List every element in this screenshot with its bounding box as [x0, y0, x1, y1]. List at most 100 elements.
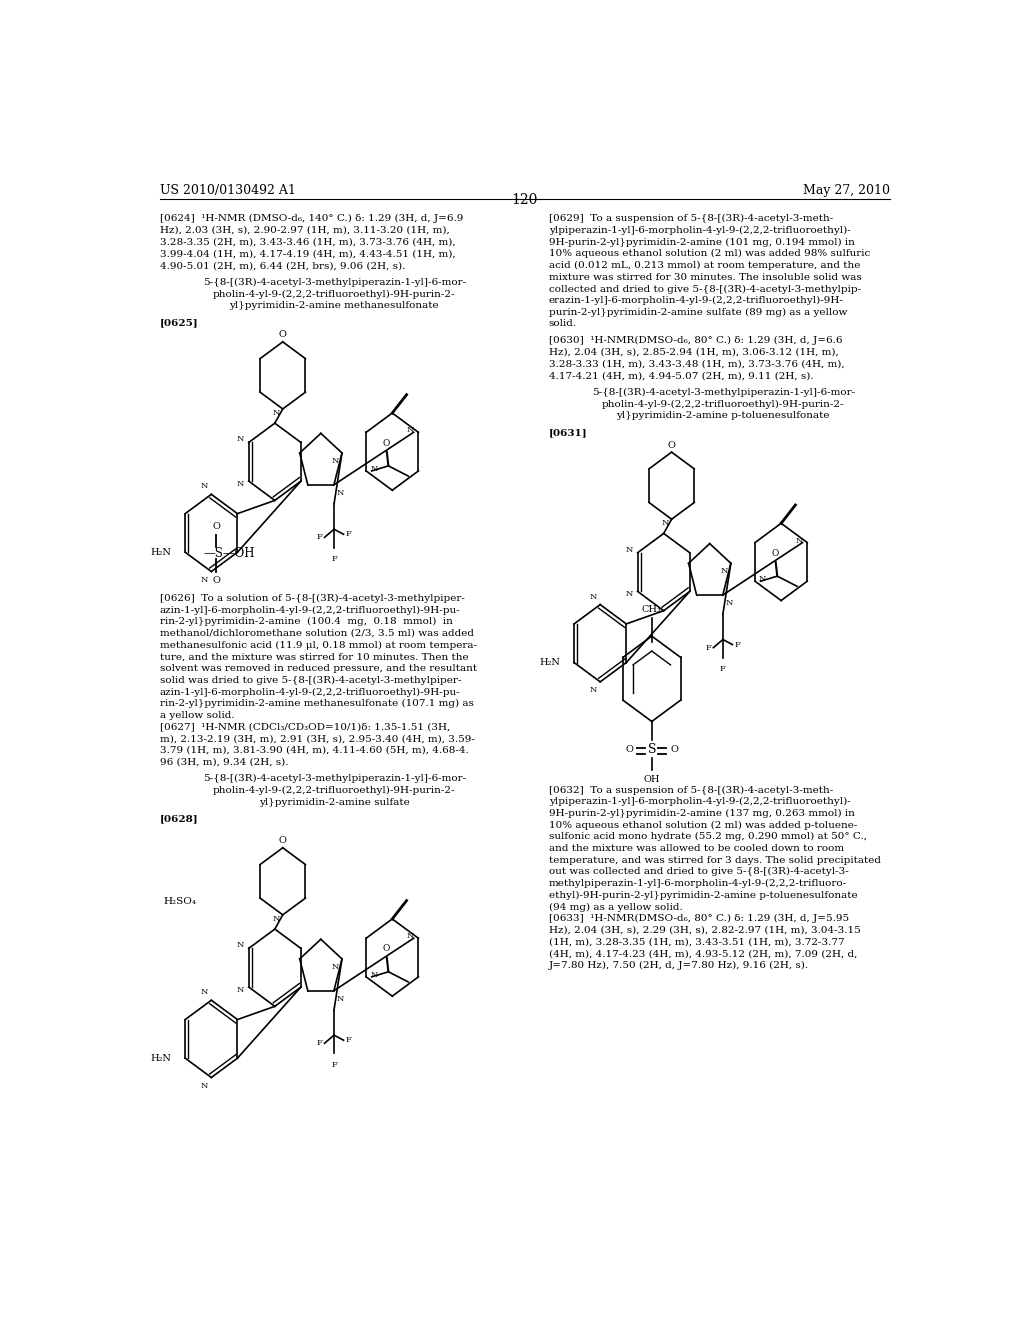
Text: solvent was removed in reduced pressure, and the resultant: solvent was removed in reduced pressure,… [160, 664, 477, 673]
Text: O: O [626, 746, 634, 755]
Text: O: O [668, 441, 676, 450]
Text: m), 2.13-2.19 (3H, m), 2.91 (3H, s), 2.95-3.40 (4H, m), 3.59-: m), 2.13-2.19 (3H, m), 2.91 (3H, s), 2.9… [160, 734, 474, 743]
Text: N: N [201, 989, 208, 997]
Text: pholin-4-yl-9-(2,2,2-trifluoroethyl)-9H-purin-2-: pholin-4-yl-9-(2,2,2-trifluoroethyl)-9H-… [602, 400, 845, 409]
Text: 3.28-3.35 (2H, m), 3.43-3.46 (1H, m), 3.73-3.76 (4H, m),: 3.28-3.35 (2H, m), 3.43-3.46 (1H, m), 3.… [160, 238, 456, 247]
Text: [0625]: [0625] [160, 318, 199, 327]
Text: N: N [662, 519, 669, 528]
Text: mixture was stirred for 30 minutes. The insoluble solid was: mixture was stirred for 30 minutes. The … [549, 273, 861, 281]
Text: rin-2-yl}pyrimidin-2-amine methanesulfonate (107.1 mg) as: rin-2-yl}pyrimidin-2-amine methanesulfon… [160, 700, 474, 709]
Text: methanesulfonic acid (11.9 μl, 0.18 mmol) at room tempera-: methanesulfonic acid (11.9 μl, 0.18 mmol… [160, 640, 477, 649]
Text: ylpiperazin-1-yl]-6-morpholin-4-yl-9-(2,2,2-trifluoroethyl)-: ylpiperazin-1-yl]-6-morpholin-4-yl-9-(2,… [549, 797, 850, 807]
Text: [0624]  ¹H-NMR (DMSO-d₆, 140° C.) δ: 1.29 (3H, d, J=6.9: [0624] ¹H-NMR (DMSO-d₆, 140° C.) δ: 1.29… [160, 214, 463, 223]
Text: H₂N: H₂N [151, 548, 171, 557]
Text: [0631]: [0631] [549, 428, 587, 437]
Text: N: N [272, 409, 281, 417]
Text: O: O [279, 330, 287, 339]
Text: N: N [725, 599, 732, 607]
Text: erazin-1-yl]-6-morpholin-4-yl-9-(2,2,2-trifluoroethyl)-9H-: erazin-1-yl]-6-morpholin-4-yl-9-(2,2,2-t… [549, 296, 844, 305]
Text: N: N [370, 970, 378, 979]
Text: S: S [647, 743, 656, 756]
Text: solid.: solid. [549, 319, 577, 329]
Text: F: F [734, 640, 740, 648]
Text: N: N [332, 457, 339, 465]
Text: O: O [279, 836, 287, 845]
Text: N: N [796, 536, 803, 545]
Text: 4.17-4.21 (4H, m), 4.94-5.07 (2H, m), 9.11 (2H, s).: 4.17-4.21 (4H, m), 4.94-5.07 (2H, m), 9.… [549, 371, 813, 380]
Text: May 27, 2010: May 27, 2010 [803, 183, 890, 197]
Text: ture, and the mixture was stirred for 10 minutes. Then the: ture, and the mixture was stirred for 10… [160, 652, 468, 661]
Text: 96 (3H, m), 9.34 (2H, s).: 96 (3H, m), 9.34 (2H, s). [160, 758, 288, 767]
Text: O: O [212, 576, 220, 585]
Text: N: N [332, 964, 339, 972]
Text: F: F [345, 531, 351, 539]
Text: methanol/dichloromethane solution (2/3, 3.5 ml) was added: methanol/dichloromethane solution (2/3, … [160, 630, 474, 638]
Text: [0632]  To a suspension of 5-{8-[(3R)-4-acetyl-3-meth-: [0632] To a suspension of 5-{8-[(3R)-4-a… [549, 785, 833, 795]
Text: and the mixture was allowed to be cooled down to room: and the mixture was allowed to be cooled… [549, 843, 844, 853]
Text: F: F [316, 1039, 323, 1047]
Text: a yellow solid.: a yellow solid. [160, 710, 234, 719]
Text: 9H-purin-2-yl}pyrimidin-2-amine (101 mg, 0.194 mmol) in: 9H-purin-2-yl}pyrimidin-2-amine (101 mg,… [549, 238, 854, 247]
Text: (4H, m), 4.17-4.23 (4H, m), 4.93-5.12 (2H, m), 7.09 (2H, d,: (4H, m), 4.17-4.23 (4H, m), 4.93-5.12 (2… [549, 949, 857, 958]
Text: solid was dried to give 5-{8-[(3R)-4-acetyl-3-methylpiper-: solid was dried to give 5-{8-[(3R)-4-ace… [160, 676, 461, 685]
Text: CH₃: CH₃ [642, 605, 662, 614]
Text: N: N [336, 995, 344, 1003]
Text: —S—OH: —S—OH [204, 546, 255, 560]
Text: 120: 120 [512, 193, 538, 207]
Text: O: O [382, 438, 390, 447]
Text: N: N [759, 576, 766, 583]
Text: N: N [626, 545, 633, 553]
Text: purin-2-yl}pyrimidin-2-amine sulfate (89 mg) as a yellow: purin-2-yl}pyrimidin-2-amine sulfate (89… [549, 308, 847, 317]
Text: N: N [237, 986, 244, 994]
Text: N: N [590, 686, 597, 694]
Text: N: N [237, 436, 244, 444]
Text: N: N [201, 482, 208, 490]
Text: yl}pyrimidin-2-amine p-toluenesulfonate: yl}pyrimidin-2-amine p-toluenesulfonate [616, 412, 829, 421]
Text: H₂N: H₂N [539, 659, 560, 667]
Text: F: F [720, 665, 726, 673]
Text: 10% aqueous ethanol solution (2 ml) was added p-toluene-: 10% aqueous ethanol solution (2 ml) was … [549, 821, 857, 830]
Text: N: N [590, 593, 597, 601]
Text: N: N [201, 1081, 208, 1089]
Text: H₂N: H₂N [151, 1053, 171, 1063]
Text: N: N [408, 426, 415, 434]
Text: yl}pyrimidin-2-amine sulfate: yl}pyrimidin-2-amine sulfate [259, 797, 410, 807]
Text: F: F [331, 554, 337, 562]
Text: O: O [382, 945, 390, 953]
Text: Hz), 2.04 (3H, s), 2.85-2.94 (1H, m), 3.06-3.12 (1H, m),: Hz), 2.04 (3H, s), 2.85-2.94 (1H, m), 3.… [549, 348, 839, 356]
Text: rin-2-yl}pyrimidin-2-amine  (100.4  mg,  0.18  mmol)  in: rin-2-yl}pyrimidin-2-amine (100.4 mg, 0.… [160, 618, 453, 627]
Text: [0626]  To a solution of 5-{8-[(3R)-4-acetyl-3-methylpiper-: [0626] To a solution of 5-{8-[(3R)-4-ace… [160, 594, 465, 603]
Text: OH: OH [643, 775, 660, 784]
Text: 4.90-5.01 (2H, m), 6.44 (2H, brs), 9.06 (2H, s).: 4.90-5.01 (2H, m), 6.44 (2H, brs), 9.06 … [160, 261, 406, 271]
Text: N: N [336, 488, 344, 496]
Text: O: O [771, 549, 778, 558]
Text: ylpiperazin-1-yl]-6-morpholin-4-yl-9-(2,2,2-trifluoroethyl)-: ylpiperazin-1-yl]-6-morpholin-4-yl-9-(2,… [549, 226, 850, 235]
Text: F: F [345, 1036, 351, 1044]
Text: J=7.80 Hz), 7.50 (2H, d, J=7.80 Hz), 9.16 (2H, s).: J=7.80 Hz), 7.50 (2H, d, J=7.80 Hz), 9.1… [549, 961, 809, 970]
Text: Hz), 2.03 (3H, s), 2.90-2.97 (1H, m), 3.11-3.20 (1H, m),: Hz), 2.03 (3H, s), 2.90-2.97 (1H, m), 3.… [160, 226, 450, 235]
Text: H₂SO₄: H₂SO₄ [164, 898, 197, 906]
Text: (94 mg) as a yellow solid.: (94 mg) as a yellow solid. [549, 903, 682, 912]
Text: 9H-purin-2-yl}pyrimidin-2-amine (137 mg, 0.263 mmol) in: 9H-purin-2-yl}pyrimidin-2-amine (137 mg,… [549, 809, 854, 818]
Text: N: N [201, 576, 208, 583]
Text: pholin-4-yl-9-(2,2,2-trifluoroethyl)-9H-purin-2-: pholin-4-yl-9-(2,2,2-trifluoroethyl)-9H-… [213, 785, 456, 795]
Text: N: N [408, 932, 415, 940]
Text: [0627]  ¹H-NMR (CDCl₃/CD₃OD=10/1)δ: 1.35-1.51 (3H,: [0627] ¹H-NMR (CDCl₃/CD₃OD=10/1)δ: 1.35-… [160, 722, 450, 731]
Text: yl}pyrimidin-2-amine methanesulfonate: yl}pyrimidin-2-amine methanesulfonate [229, 301, 439, 310]
Text: [0628]: [0628] [160, 814, 199, 824]
Text: temperature, and was stirred for 3 days. The solid precipitated: temperature, and was stirred for 3 days.… [549, 855, 881, 865]
Text: F: F [706, 644, 712, 652]
Text: 3.99-4.04 (1H, m), 4.17-4.19 (4H, m), 4.43-4.51 (1H, m),: 3.99-4.04 (1H, m), 4.17-4.19 (4H, m), 4.… [160, 249, 456, 259]
Text: Hz), 2.04 (3H, s), 2.29 (3H, s), 2.82-2.97 (1H, m), 3.04-3.15: Hz), 2.04 (3H, s), 2.29 (3H, s), 2.82-2.… [549, 925, 860, 935]
Text: (1H, m), 3.28-3.35 (1H, m), 3.43-3.51 (1H, m), 3.72-3.77: (1H, m), 3.28-3.35 (1H, m), 3.43-3.51 (1… [549, 937, 844, 946]
Text: 5-{8-[(3R)-4-acetyl-3-methylpiperazin-1-yl]-6-mor-: 5-{8-[(3R)-4-acetyl-3-methylpiperazin-1-… [203, 775, 466, 784]
Text: N: N [237, 941, 244, 949]
Text: 3.28-3.33 (1H, m), 3.43-3.48 (1H, m), 3.73-3.76 (4H, m),: 3.28-3.33 (1H, m), 3.43-3.48 (1H, m), 3.… [549, 359, 844, 368]
Text: 5-{8-[(3R)-4-acetyl-3-methylpiperazin-1-yl]-6-mor-: 5-{8-[(3R)-4-acetyl-3-methylpiperazin-1-… [592, 388, 855, 397]
Text: pholin-4-yl-9-(2,2,2-trifluoroethyl)-9H-purin-2-: pholin-4-yl-9-(2,2,2-trifluoroethyl)-9H-… [213, 289, 456, 298]
Text: US 2010/0130492 A1: US 2010/0130492 A1 [160, 183, 296, 197]
Text: N: N [370, 465, 378, 473]
Text: 10% aqueous ethanol solution (2 ml) was added 98% sulfuric: 10% aqueous ethanol solution (2 ml) was … [549, 249, 869, 259]
Text: 3.79 (1H, m), 3.81-3.90 (4H, m), 4.11-4.60 (5H, m), 4.68-4.: 3.79 (1H, m), 3.81-3.90 (4H, m), 4.11-4.… [160, 746, 469, 755]
Text: [0630]  ¹H-NMR(DMSO-d₆, 80° C.) δ: 1.29 (3H, d, J=6.6: [0630] ¹H-NMR(DMSO-d₆, 80° C.) δ: 1.29 (… [549, 337, 842, 346]
